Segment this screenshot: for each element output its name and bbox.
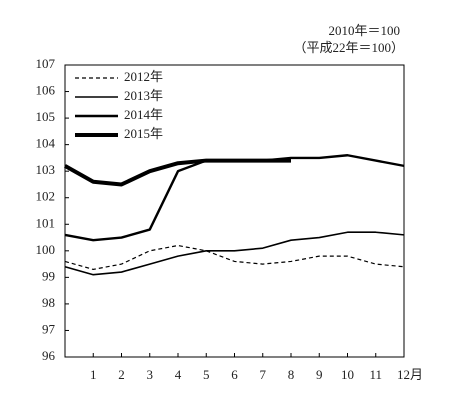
y-tick-label: 102 [36, 189, 56, 204]
legend-label: 2012年 [124, 69, 163, 84]
line [64, 154, 405, 242]
legend-label: 2014年 [124, 107, 163, 122]
legend-label: 2013年 [124, 88, 163, 103]
annotation: （平成22年＝100） [293, 40, 404, 55]
y-tick-label: 106 [36, 83, 56, 98]
line [64, 158, 291, 187]
x-tick-label: 5 [203, 367, 210, 382]
annotation: 2010年＝100 [328, 23, 400, 38]
x-tick-label: 2 [118, 367, 125, 382]
x-tick-label: 4 [175, 367, 182, 382]
y-tick-label: 98 [42, 295, 55, 310]
y-tick-label: 96 [42, 348, 56, 363]
y-tick-label: 97 [42, 321, 56, 336]
y-tick-label: 100 [36, 242, 56, 257]
y-tick-label: 105 [36, 109, 56, 124]
line [64, 231, 405, 276]
x-tick-label: 6 [231, 367, 238, 382]
y-tick-label: 103 [36, 162, 56, 177]
x-tick-label: 10 [341, 367, 354, 382]
y-tick-label: 107 [36, 56, 56, 71]
x-tick-label: 8 [288, 367, 295, 382]
plot-frame [64, 64, 405, 358]
y-tick-label: 104 [36, 136, 56, 151]
legend-label: 2015年 [124, 126, 163, 141]
y-tick-label: 99 [42, 268, 55, 283]
x-tick-label: 12月 [397, 367, 423, 382]
x-tick-label: 9 [316, 367, 323, 382]
x-tick-label: 1 [90, 367, 97, 382]
x-tick-label: 3 [147, 367, 154, 382]
x-tick-label: 7 [260, 367, 267, 382]
line [64, 244, 405, 270]
y-tick-label: 101 [36, 215, 56, 230]
x-tick-label: 11 [369, 367, 382, 382]
